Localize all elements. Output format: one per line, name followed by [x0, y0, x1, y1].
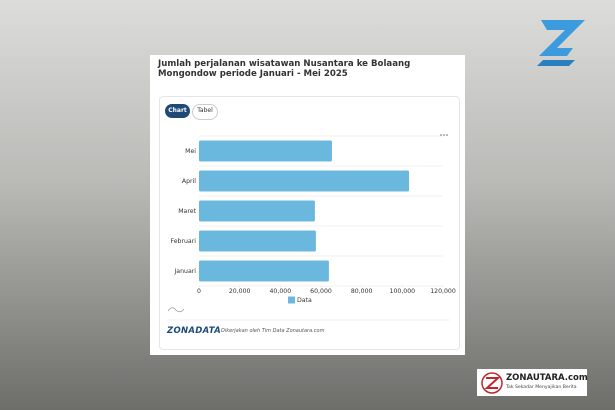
- bar: [199, 170, 410, 192]
- chart-tab[interactable]: Chart: [165, 104, 190, 118]
- table-tab[interactable]: Tabel: [192, 104, 218, 120]
- bar: [199, 260, 329, 282]
- footer-logo: ZONADATA: [167, 326, 222, 336]
- brand-name: ZONAUTARA.com: [506, 373, 588, 383]
- legend-swatch: [288, 296, 295, 304]
- x-tick-label: 60,000: [310, 288, 332, 295]
- bar: [199, 200, 315, 222]
- legend-label: Data: [297, 297, 312, 304]
- x-tick-label: 40,000: [270, 288, 292, 295]
- x-tick-label: 0: [197, 288, 201, 295]
- bar: [199, 140, 332, 162]
- y-tick-label: Mei: [185, 148, 196, 155]
- menu-button[interactable]: [440, 134, 448, 136]
- chart-panel: [159, 96, 460, 350]
- chart-title: Jumlah perjalanan wisatawan Nusantara ke…: [158, 59, 411, 79]
- x-tick-label: 100,000: [390, 288, 416, 295]
- footer-credit: Dikerjakan oleh Tim Data Zonautara.com: [221, 328, 325, 334]
- brand-icon: [481, 372, 503, 394]
- sparkline-icon: [167, 307, 185, 313]
- y-tick-label: Maret: [178, 208, 196, 215]
- x-tick-label: 120,000: [430, 288, 456, 295]
- site-logo: [537, 20, 585, 66]
- x-tick-label: 80,000: [351, 288, 373, 295]
- y-tick-label: Februari: [171, 238, 197, 245]
- y-tick-label: Januari: [173, 268, 196, 275]
- brand-tagline: Tak Sekadar Menyajikan Berita: [506, 385, 577, 390]
- y-tick-label: April: [182, 178, 196, 185]
- bar: [199, 230, 316, 252]
- x-tick-label: 20,000: [229, 288, 251, 295]
